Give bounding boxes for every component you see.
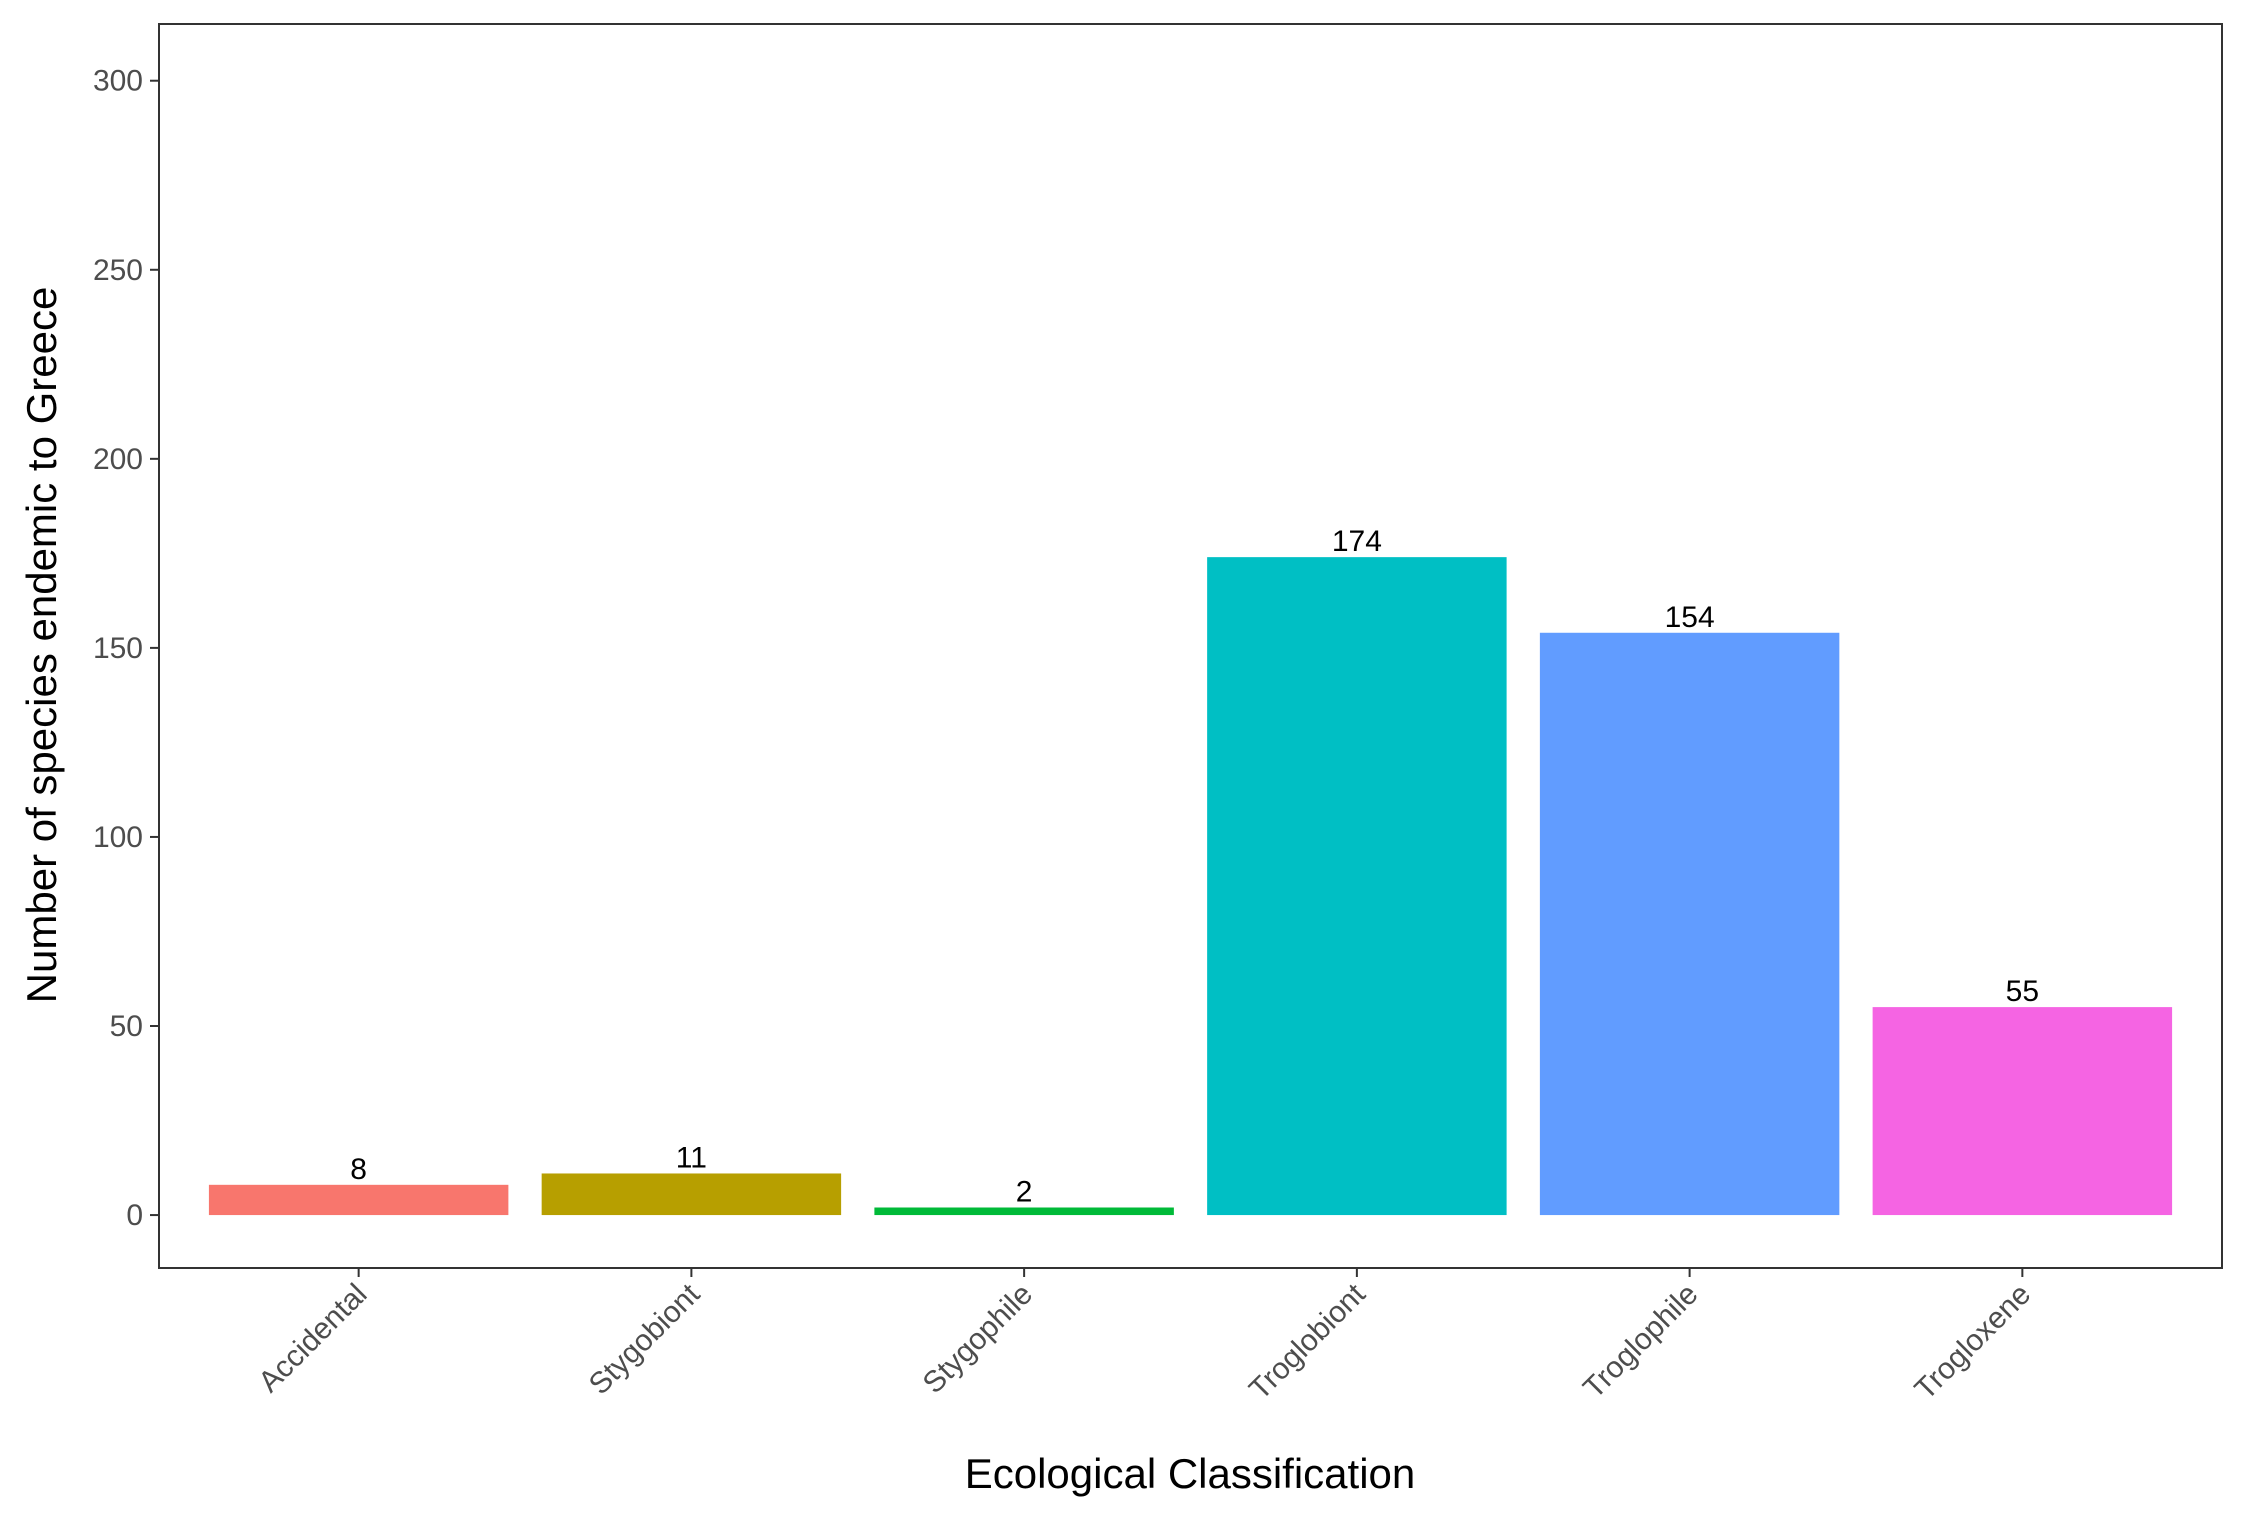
- bar-value-labels: 8 11 2 174 154 55: [350, 525, 2039, 1208]
- bar-value-label: 8: [350, 1153, 367, 1186]
- x-axis-title: Ecological Classification: [965, 1450, 1416, 1497]
- y-tick-label: 150: [93, 632, 143, 665]
- x-tick-label: Troglobiont: [1243, 1277, 1372, 1406]
- y-tick-label: 300: [93, 65, 143, 98]
- y-tick-label: 200: [93, 443, 143, 476]
- x-tick-label: Accidental: [252, 1278, 373, 1399]
- y-axis: 0 50 100 150 200 250 300: [93, 65, 159, 1232]
- bar-stygophile: [874, 1207, 1174, 1216]
- x-tick-label: Trogloxene: [1909, 1278, 2038, 1407]
- bar-value-label: 174: [1332, 525, 1382, 558]
- bar-value-label: 55: [2006, 975, 2039, 1008]
- x-axis: Accidental Stygobiont Stygophile Troglobion…: [252, 1268, 2037, 1406]
- bar-troglobiont: [1207, 557, 1507, 1216]
- bar-value-label: 154: [1665, 601, 1715, 634]
- x-tick-label: Stygobiont: [583, 1277, 707, 1401]
- bar-stygobiont: [541, 1173, 842, 1216]
- x-tick-label: Troglophile: [1577, 1278, 1705, 1406]
- x-tick-label: Stygophile: [917, 1278, 1039, 1400]
- y-axis-title: Number of species endemic to Greece: [18, 287, 65, 1004]
- plot-panel-border: [158, 23, 2223, 1269]
- bar-trogloxene: [1872, 1007, 2173, 1216]
- bar-troglophile: [1539, 632, 1840, 1216]
- bar-value-label: 2: [1016, 1176, 1033, 1209]
- y-tick-label: 250: [93, 254, 143, 287]
- bar-value-label: 11: [676, 1141, 707, 1174]
- bars: [208, 557, 2173, 1216]
- y-tick-label: 100: [93, 821, 143, 854]
- y-tick-label: 50: [110, 1010, 143, 1043]
- y-tick-label: 0: [126, 1199, 143, 1232]
- bar-accidental: [208, 1184, 509, 1216]
